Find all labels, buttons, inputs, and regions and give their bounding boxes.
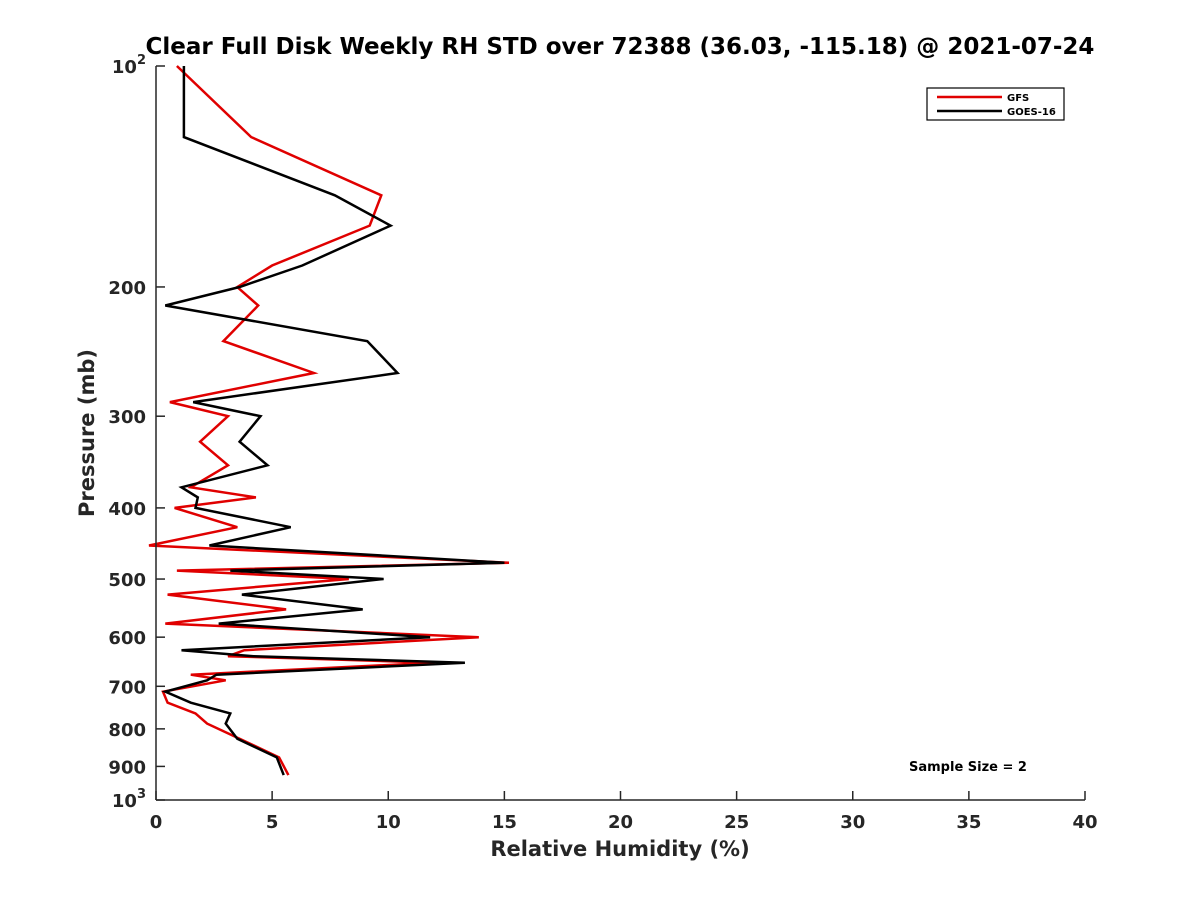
sample-size-annotation: Sample Size = 2 [909,760,1027,775]
y-tick-label: 400 [108,499,146,520]
series-line-goes-16 [161,66,505,776]
chart-title: Clear Full Disk Weekly RH STD over 72388… [146,34,1095,60]
y-axis-label: Pressure (mb) [75,349,99,517]
x-tick-label: 40 [1072,812,1097,833]
y-tick-label: 300 [108,407,146,428]
plot-background [156,66,1085,800]
y-tick-label: 102 [112,53,146,78]
x-tick-label: 35 [956,812,981,833]
y-tick-label: 700 [108,677,146,698]
legend: GFS GOES-16 [926,87,1065,121]
y-tick-label: 900 [108,757,146,778]
x-tick-label: 10 [376,812,401,833]
legend-label: GFS [1007,93,1029,104]
legend-box [926,87,1065,121]
series-layer [148,65,510,776]
x-tick-label: 30 [840,812,865,833]
y-tick-label: 103 [112,787,146,812]
y-tick-label: 200 [108,278,146,299]
x-tick-label: 0 [150,812,163,833]
legend-label: GOES-16 [1007,107,1056,118]
y-tick-label: 800 [108,720,146,741]
x-tick-label: 20 [608,812,633,833]
x-tick-label: 25 [724,812,749,833]
y-tick-label: 600 [108,628,146,649]
plot-area [156,66,1085,800]
x-tick-label: 15 [492,812,517,833]
x-tick-label: 5 [266,812,279,833]
x-axis-label: Relative Humidity (%) [490,837,749,861]
axes-layer: 0 5 10 15 20 25 30 35 40 102 200 300 400 500 600 700 800… [108,53,1097,833]
y-tick-label: 500 [108,570,146,591]
